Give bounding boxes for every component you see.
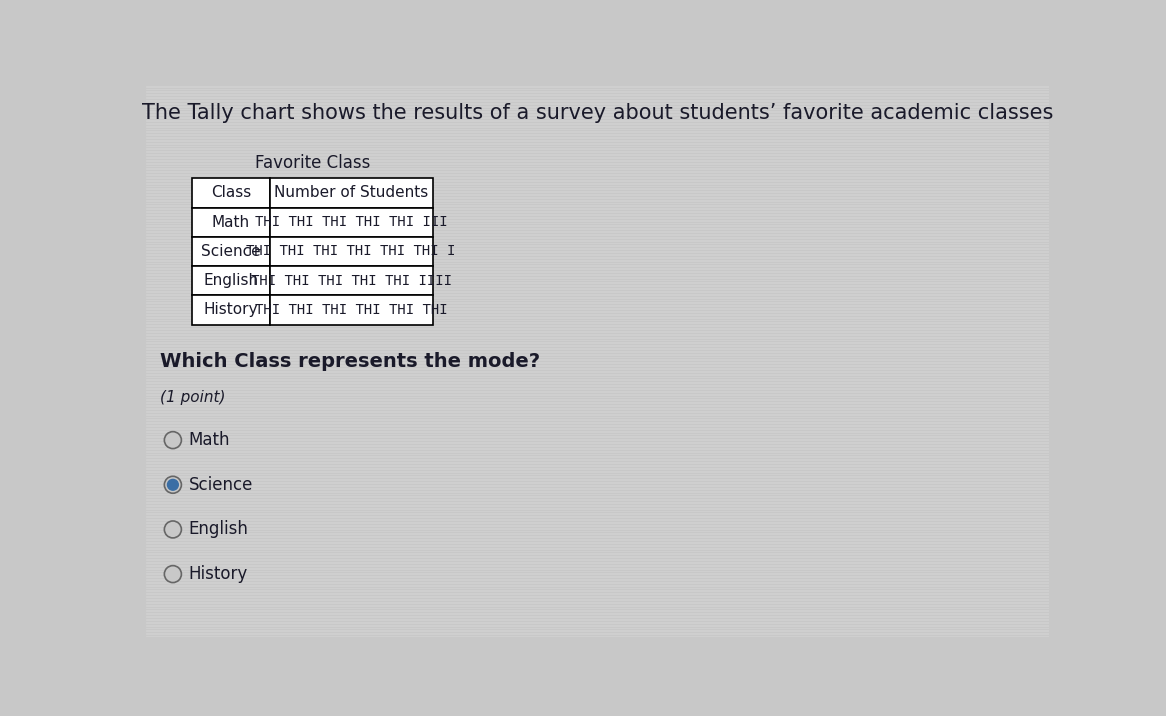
Bar bbox=[269, 266, 433, 296]
Text: Math: Math bbox=[212, 215, 250, 230]
Bar bbox=[192, 296, 269, 324]
Text: Math: Math bbox=[189, 431, 230, 449]
Bar bbox=[269, 237, 433, 266]
Text: Number of Students: Number of Students bbox=[274, 185, 428, 200]
Text: (1 point): (1 point) bbox=[160, 390, 225, 405]
Circle shape bbox=[168, 480, 178, 490]
Text: History: History bbox=[189, 565, 247, 583]
Text: Which Class represents the mode?: Which Class represents the mode? bbox=[160, 352, 540, 371]
Text: Science: Science bbox=[189, 475, 253, 494]
Bar bbox=[192, 178, 269, 208]
Text: Science: Science bbox=[202, 244, 261, 259]
Text: History: History bbox=[204, 302, 258, 317]
Text: Favorite Class: Favorite Class bbox=[254, 154, 370, 172]
Text: THI THI THI THI THI THI: THI THI THI THI THI THI bbox=[255, 303, 448, 317]
Text: Class: Class bbox=[211, 185, 251, 200]
Bar bbox=[192, 266, 269, 296]
Circle shape bbox=[164, 432, 182, 449]
Text: The Tally chart shows the results of a survey about students’ favorite academic : The Tally chart shows the results of a s… bbox=[142, 103, 1053, 123]
Text: THI THI THI THI THI III: THI THI THI THI THI III bbox=[255, 216, 448, 229]
Bar bbox=[192, 237, 269, 266]
Circle shape bbox=[164, 566, 182, 583]
Bar bbox=[269, 296, 433, 324]
Bar bbox=[269, 178, 433, 208]
Bar bbox=[269, 208, 433, 237]
Text: THI THI THI THI THI THI I: THI THI THI THI THI THI I bbox=[246, 244, 456, 258]
Circle shape bbox=[164, 521, 182, 538]
Text: THI THI THI THI THI IIII: THI THI THI THI THI IIII bbox=[251, 274, 451, 288]
Text: English: English bbox=[203, 274, 259, 289]
Circle shape bbox=[164, 476, 182, 493]
Bar bbox=[192, 208, 269, 237]
Text: English: English bbox=[189, 521, 248, 538]
